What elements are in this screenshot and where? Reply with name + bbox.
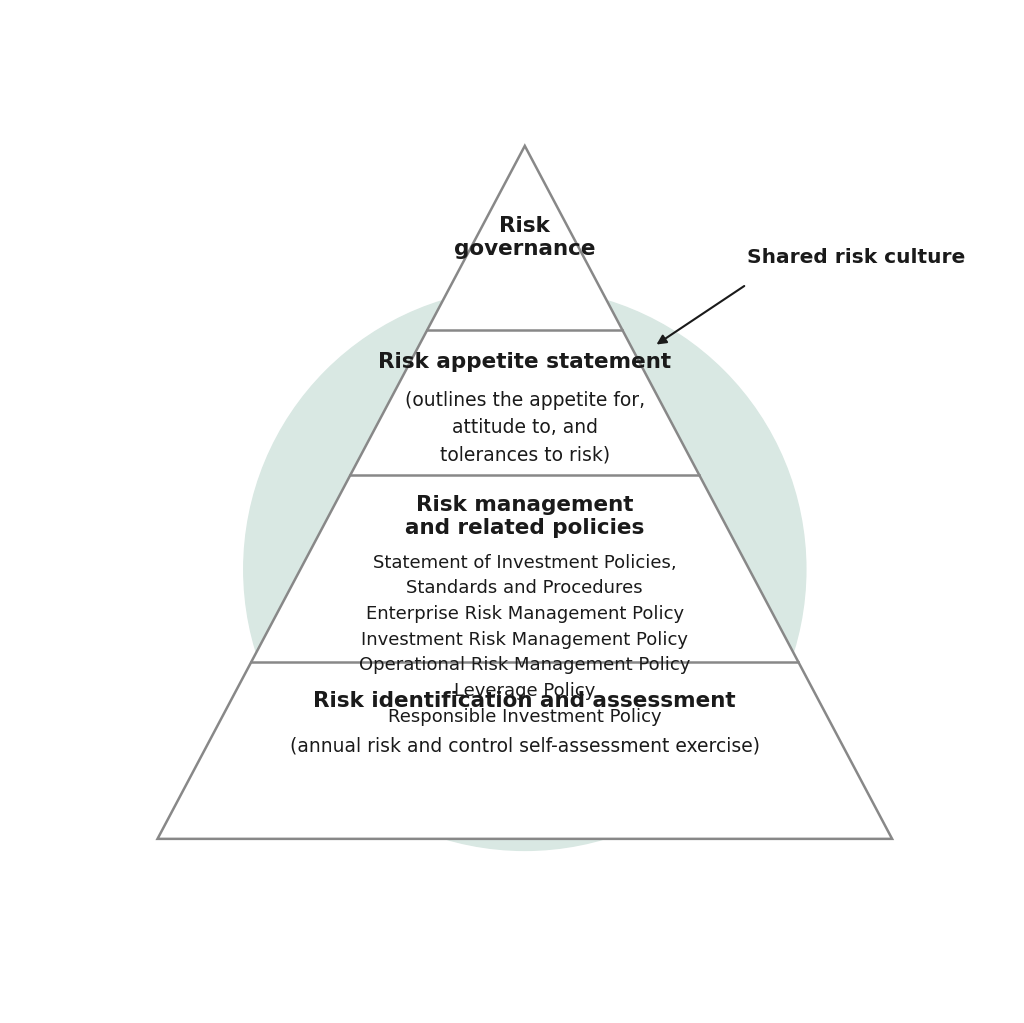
Text: (outlines the appetite for,
attitude to, and
tolerances to risk): (outlines the appetite for, attitude to,…: [404, 391, 645, 464]
Text: (annual risk and control self-assessment exercise): (annual risk and control self-assessment…: [290, 737, 760, 755]
Text: Risk
governance: Risk governance: [454, 216, 596, 259]
Polygon shape: [158, 146, 892, 839]
Text: Risk appetite statement: Risk appetite statement: [378, 352, 672, 371]
Text: Risk identification and assessment: Risk identification and assessment: [313, 691, 736, 711]
Circle shape: [244, 288, 806, 850]
Text: Statement of Investment Policies,
Standards and Procedures
Enterprise Risk Manag: Statement of Investment Policies, Standa…: [359, 553, 690, 726]
Text: Risk management
and related policies: Risk management and related policies: [406, 494, 644, 538]
Text: Shared risk culture: Shared risk culture: [746, 248, 965, 267]
